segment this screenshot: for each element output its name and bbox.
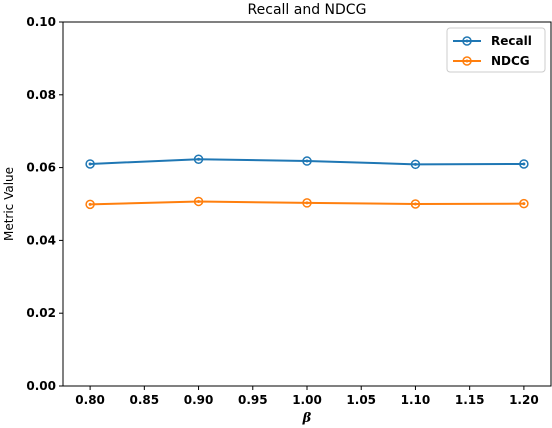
legend-marker-center [465,59,469,63]
x-tick-label: 0.90 [184,393,214,407]
data-point-center [522,162,526,166]
y-axis-ticks: 0.00 0.02 0.04 0.06 0.08 0.10 [26,15,63,393]
legend-label-ndcg: NDCG [491,54,530,68]
x-axis-label: β [302,411,312,426]
data-point-center [197,157,201,161]
x-tick-label: 1.15 [455,393,485,407]
y-tick-label: 0.04 [26,233,56,247]
y-tick-label: 0.06 [26,161,56,175]
legend-marker [462,56,472,66]
data-point-recall [193,154,204,164]
data-point-center [522,202,526,206]
legend-marker [462,36,472,46]
data-point-ndcg [410,199,421,209]
data-point-center [413,162,417,166]
data-point-recall [519,159,529,169]
data-point-recall [302,156,312,166]
y-tick-label: 0.08 [26,88,56,102]
legend-marker-center [465,39,469,43]
y-axis-label: Metric Value [2,167,16,241]
data-point-recall [410,159,421,170]
legend-label-recall: Recall [491,34,532,48]
data-point-ndcg [193,196,204,207]
x-tick-label: 0.80 [75,393,105,407]
x-tick-label: 1.00 [292,393,322,407]
data-point-center [88,202,92,206]
y-tick-label: 0.00 [26,379,56,393]
data-point-ndcg [519,198,529,209]
data-point-center [413,202,417,206]
data-point-center [88,162,92,166]
x-tick-label: 1.05 [346,393,376,407]
y-tick-label: 0.10 [26,15,56,29]
data-point-center [197,199,201,203]
x-axis-ticks: 0.80 0.85 0.90 0.95 1.00 1.05 1.10 1.15 1.20 [75,386,539,407]
legend: Recall NDCG [446,27,546,73]
data-point-center [305,159,309,163]
data-point-ndcg [302,198,312,208]
x-tick-label: 0.85 [130,393,160,407]
x-tick-label: 1.20 [509,393,539,407]
x-tick-label: 1.10 [401,393,431,407]
data-point-ndcg [85,199,95,210]
series-layer [85,154,529,210]
data-point-center [305,201,309,205]
data-point-recall [85,159,95,169]
chart-title: Recall and NDCG [248,2,367,18]
x-tick-label: 0.95 [238,393,268,407]
y-tick-label: 0.02 [26,306,56,320]
